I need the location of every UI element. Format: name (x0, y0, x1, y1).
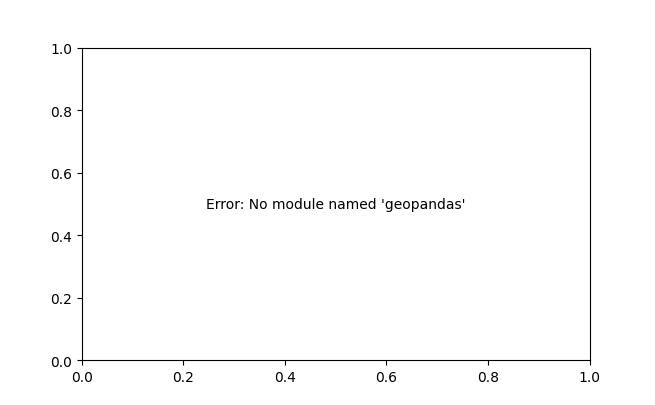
Text: Error: No module named 'geopandas': Error: No module named 'geopandas' (206, 198, 466, 211)
